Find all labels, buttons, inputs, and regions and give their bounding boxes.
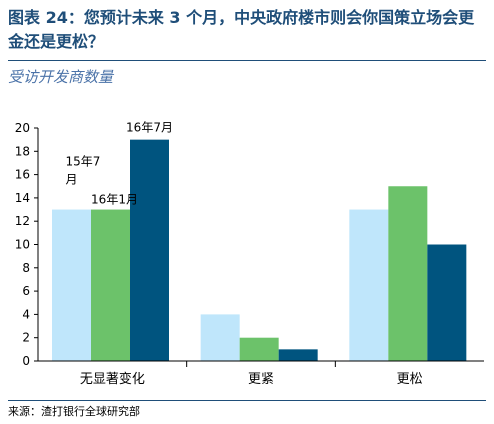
y-tick-label: 16 xyxy=(15,168,30,182)
y-tick-label: 20 xyxy=(15,121,30,135)
x-category-label: 更紧 xyxy=(248,372,274,387)
y-tick-label: 10 xyxy=(15,238,30,252)
y-tick-label: 2 xyxy=(22,331,30,345)
y-tick-label: 8 xyxy=(22,261,30,275)
bar-1-series-1 xyxy=(52,209,91,361)
y-tick-label: 18 xyxy=(15,144,30,158)
y-tick-label: 6 xyxy=(22,284,30,298)
series-label-1: 15年7 月 xyxy=(66,155,101,187)
bar-1-series-3 xyxy=(130,139,169,361)
x-category-label: 更松 xyxy=(397,372,423,387)
bar-3-series-1 xyxy=(349,209,389,361)
bar-1-series-2 xyxy=(91,209,130,361)
source-rule xyxy=(8,400,486,401)
axes-group xyxy=(34,127,484,367)
bar-3-series-3 xyxy=(427,244,467,361)
title-rule xyxy=(8,60,486,61)
chart-title: 图表 24：您预计未来 3 个月，中央政府楼市则会你国策立场会更金还是更松？ xyxy=(8,8,475,51)
labels-group: 0 2 4 6 8 10 12 14 16 18 20 无显著变化 更紧 更松 15年7 月 16年1月 16年7… xyxy=(15,121,423,387)
x-category-label: 无显著变化 xyxy=(80,371,145,387)
y-tick-label: 4 xyxy=(22,307,30,321)
bar-2-series-1 xyxy=(200,314,240,361)
y-tick-label: 14 xyxy=(15,191,30,205)
bar-3-series-2 xyxy=(388,186,428,361)
bars-group xyxy=(52,139,467,361)
series-label-3: 16年7月 xyxy=(126,121,173,135)
chart-subtitle: 受访开发商数量 xyxy=(8,68,114,86)
y-tick-label: 12 xyxy=(15,214,30,228)
source-note: 来源：渣打银行全球研究部 xyxy=(8,405,140,418)
y-tick-label: 0 xyxy=(22,354,30,368)
bar-2-series-3 xyxy=(278,349,318,361)
series-label-2: 16年1月 xyxy=(91,193,138,207)
bar-2-series-2 xyxy=(239,337,279,361)
